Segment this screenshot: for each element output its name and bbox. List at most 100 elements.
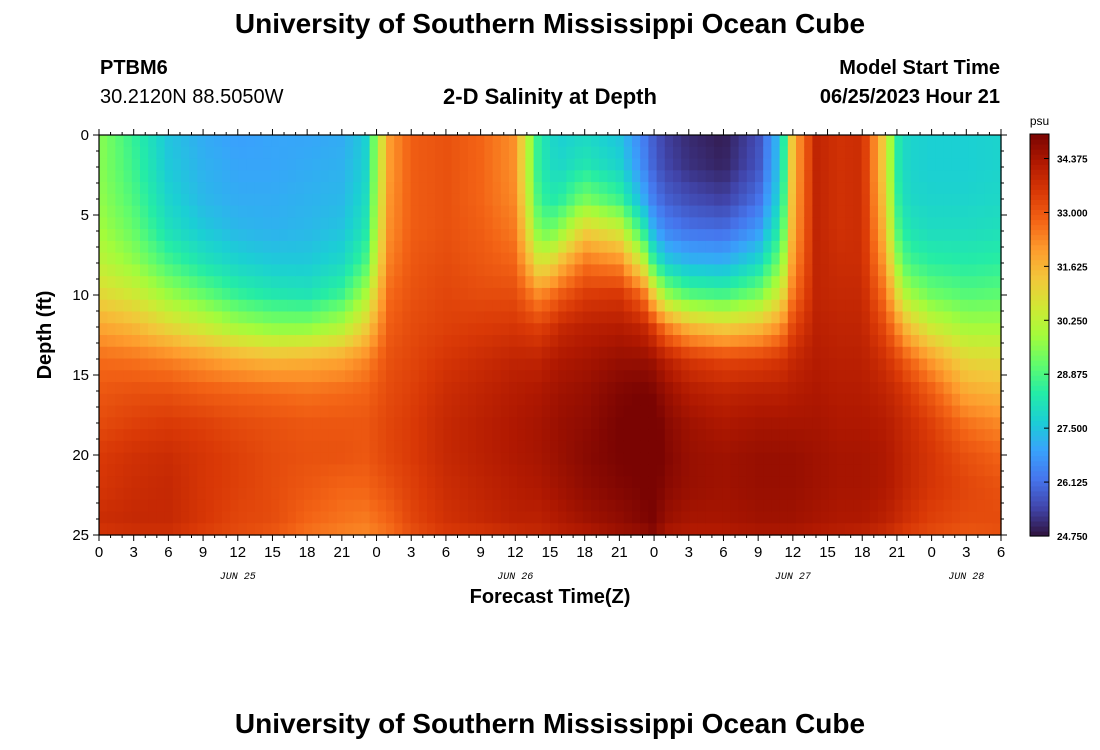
heatmap-cell [312,358,321,371]
heatmap-cell [582,287,592,301]
heatmap-cell [886,323,895,336]
heatmap-cell [369,382,379,395]
heatmap-cell [976,205,986,218]
heatmap-cell [919,452,928,466]
heatmap-cell [369,240,379,254]
heatmap-cell [648,335,658,348]
heatmap-cell [599,205,608,218]
heatmap-cell [607,264,617,277]
heatmap-cell [566,182,576,195]
heatmap-cell [697,264,707,277]
heatmap-cell [123,182,133,195]
colorbar-segment [1030,174,1049,180]
heatmap-cell [205,311,215,324]
heatmap-cell [558,193,567,207]
heatmap-cell [894,346,904,360]
heatmap-cell [484,193,494,207]
heatmap-cell [697,358,707,371]
heatmap-cell [869,323,879,336]
heatmap-cell [828,323,838,336]
heatmap-cell [673,299,682,313]
heatmap-cell [345,193,354,207]
heatmap-cell [525,382,535,395]
heatmap-cell [673,358,682,371]
heatmap-cell [509,382,518,395]
heatmap-cell [976,417,986,430]
heatmap-cell [140,405,149,418]
heatmap-cell [328,170,338,183]
heatmap-cell [205,476,215,489]
heatmap-cell [894,476,904,489]
heatmap-cell [804,276,813,289]
heatmap-cell [484,276,494,289]
heatmap-cell [394,464,403,477]
heatmap-cell [205,135,215,148]
heatmap-cell [656,452,666,466]
heatmap-cell [656,182,666,195]
heatmap-cell [402,405,412,418]
heatmap-cell [279,358,289,371]
heatmap-cell [796,240,805,254]
heatmap-cell [648,276,658,289]
heatmap-cell [664,487,674,501]
heatmap-cell [279,499,289,513]
heatmap-cell [951,252,961,266]
heatmap-cell [566,511,576,524]
heatmap-cell [156,405,166,418]
heatmap-cell [779,440,789,454]
heatmap-cell [230,229,239,242]
colorbar-segment [1030,360,1049,366]
heatmap-cell [689,382,699,395]
heatmap-cell [361,311,371,324]
heatmap-cell [213,487,223,501]
heatmap-cell [623,440,633,454]
heatmap-cell [427,335,436,348]
heatmap-cell [796,335,805,348]
colorbar-segment [1030,274,1049,281]
colorbar-segment [1030,415,1049,422]
heatmap-cell [484,311,494,324]
heatmap-cell [418,299,428,313]
heatmap-cell [681,417,690,430]
heatmap-cell [443,229,453,242]
heatmap-cell [968,405,977,418]
heatmap-cell [607,370,617,383]
heatmap-cell [673,323,682,336]
heatmap-cell [164,382,174,395]
heatmap-cell [123,440,133,454]
heatmap-cell [664,170,674,183]
heatmap-cell [492,135,502,148]
heatmap-cell [517,135,526,148]
heatmap-cell [123,346,133,360]
heatmap-cell [927,499,936,513]
heatmap-cell [714,346,723,360]
heatmap-cell [164,311,174,324]
heatmap-cell [574,264,584,277]
heatmap-cell [582,358,592,371]
heatmap-cell [394,417,403,430]
heatmap-cell [992,523,1002,536]
heatmap-cell [771,476,781,489]
heatmap-cell [730,323,740,336]
heatmap-cell [697,252,707,266]
heatmap-cell [951,417,961,430]
heatmap-cell [673,452,682,466]
heatmap-cell [566,393,576,407]
heatmap-cell [295,358,305,371]
heatmap-cell [123,487,133,501]
heatmap-cell [287,417,297,430]
heatmap-cell [689,311,699,324]
heatmap-cell [755,323,764,336]
heatmap-cell [361,276,371,289]
heatmap-cell [394,487,403,501]
heatmap-cell [205,146,215,160]
heatmap-cell [500,299,510,313]
heatmap-cell [673,311,682,324]
heatmap-cell [254,476,264,489]
heatmap-cell [459,335,469,348]
heatmap-cell [541,487,551,501]
heatmap-cell [951,299,961,313]
heatmap-cell [500,487,510,501]
heatmap-cell [951,393,961,407]
heatmap-cell [541,417,551,430]
